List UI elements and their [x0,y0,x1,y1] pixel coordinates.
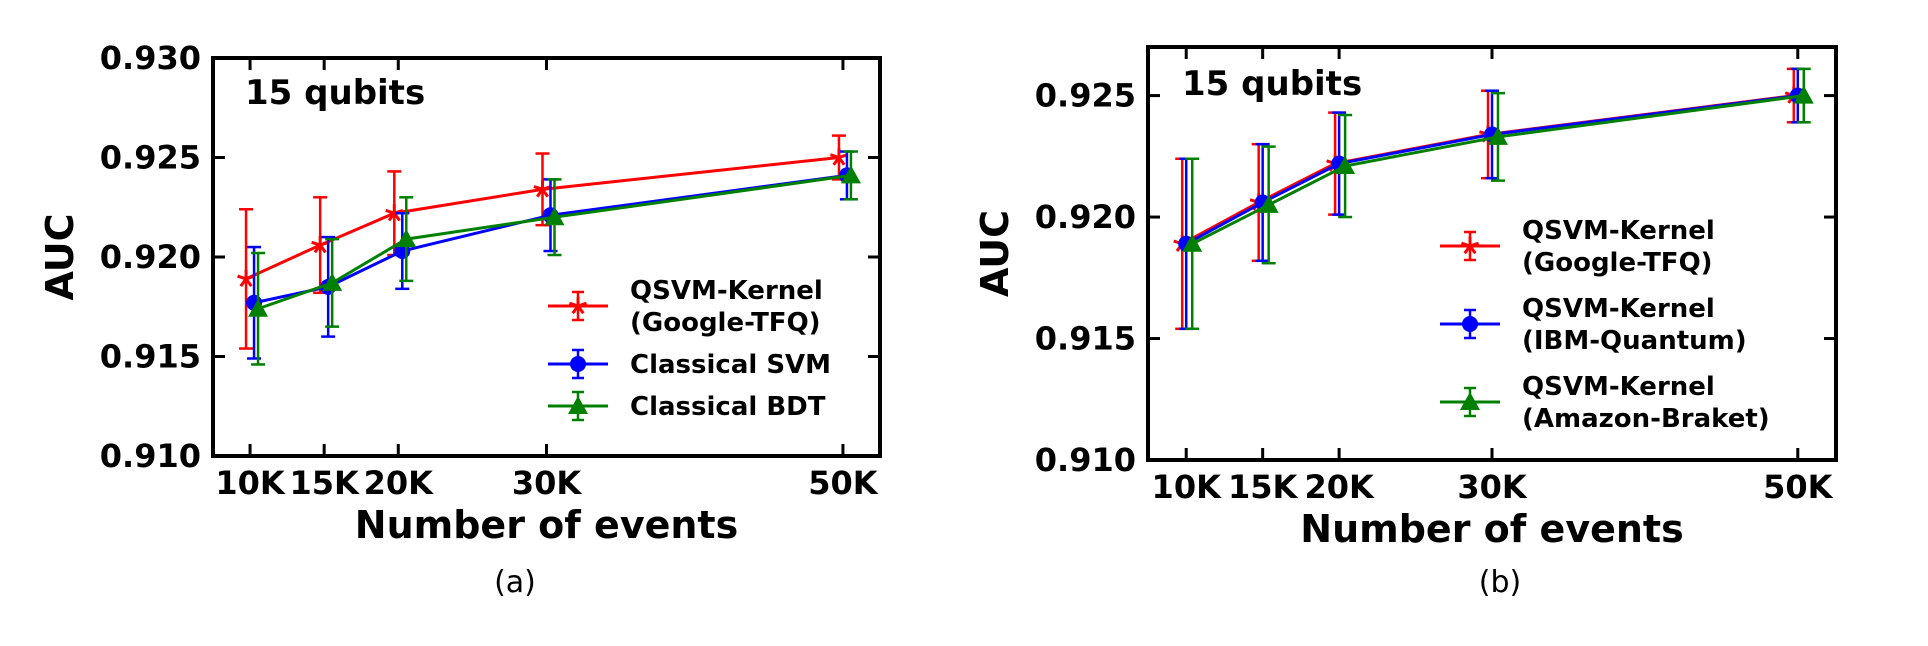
x-tick-label: 10K [1152,468,1223,506]
y-tick-label: 0.915 [1035,320,1136,358]
legend: QSVM-Kernel(Google-TFQ)QSVM-Kernel(IBM-Q… [1440,216,1770,434]
panel-label: (b) [1479,565,1521,600]
series-2 [1182,67,1814,331]
legend-marker [568,297,588,315]
qubits-annotation: 15 qubits [245,73,425,113]
qubits-annotation: 15 qubits [1182,64,1362,104]
chart-panel-b: 0.910 0.915 0.920 0.925 10K 15K 20K 30K 50K Numbe… [973,45,1838,600]
data-point [533,180,552,198]
y-tick-label: 0.920 [100,238,201,276]
data-point [322,272,343,291]
legend-marker-arm [568,301,579,308]
x-tick-label: 10K [215,464,286,502]
legend-marker-arm [1460,241,1471,248]
legend-label: Classical SVM [630,350,831,380]
y-axis-title: AUC [38,214,82,301]
legend-label: (Google-TFQ) [1522,248,1713,278]
data-point-arm [533,185,543,191]
legend-marker [1460,237,1480,255]
series-2 [248,150,861,366]
legend-label: QSVM-Kernel [630,276,823,306]
data-point [396,229,417,248]
legend-marker [1462,316,1478,332]
legend-label: QSVM-Kernel [1522,216,1715,246]
legend-label: (IBM-Quantum) [1522,326,1747,356]
data-point-arm [385,209,395,215]
data-point [248,298,269,317]
x-tick-label: 30K [1457,468,1528,506]
legend-marker [568,396,588,414]
x-tick-label: 50K [1763,468,1834,506]
panel-label: (a) [494,565,536,600]
legend-label: (Google-TFQ) [630,308,821,338]
legend-label: Classical BDT [630,392,826,422]
y-axis-title: AUC [973,210,1017,297]
series-0 [237,134,848,350]
y-tick-label: 0.910 [1035,441,1136,479]
data-point [1335,156,1356,175]
data-point [1793,85,1814,104]
y-tick-label: 0.915 [100,338,201,376]
data-point [385,204,404,222]
legend-label: QSVM-Kernel [1522,294,1715,324]
data-point [1258,194,1279,213]
y-tick-label: 0.930 [100,39,201,77]
y-tick-label: 0.910 [100,437,201,475]
data-point [840,165,861,184]
x-axis-title: Number of events [1300,507,1683,551]
data-point-arm [311,240,321,247]
legend-label: (Amazon-Braket) [1522,404,1770,434]
legend-marker [570,356,586,372]
data-point [1488,126,1508,145]
y-tick-label: 0.925 [1035,77,1136,115]
x-tick-label: 30K [512,464,583,502]
chart-panel-a: 0.910 0.915 0.920 0.925 0.930 10K 15K 20K 30K 50K… [38,39,882,600]
legend-label: QSVM-Kernel [1522,372,1715,402]
x-axis-title: Number of events [355,503,738,547]
data-point [544,207,565,226]
data-point-arm [237,274,247,281]
data-point [1182,233,1203,252]
legend-marker [1460,392,1480,410]
data-point-arm [829,153,840,159]
y-tick-label: 0.925 [100,139,201,177]
x-tick-label: 15K [1228,468,1299,506]
x-tick-label: 15K [290,464,361,502]
y-tick-label: 0.920 [1035,198,1136,236]
x-tick-label: 20K [364,464,435,502]
x-tick-label: 50K [808,464,879,502]
x-tick-label: 20K [1304,468,1375,506]
legend: QSVM-Kernel(Google-TFQ) Classical SVM Clas… [548,276,831,422]
